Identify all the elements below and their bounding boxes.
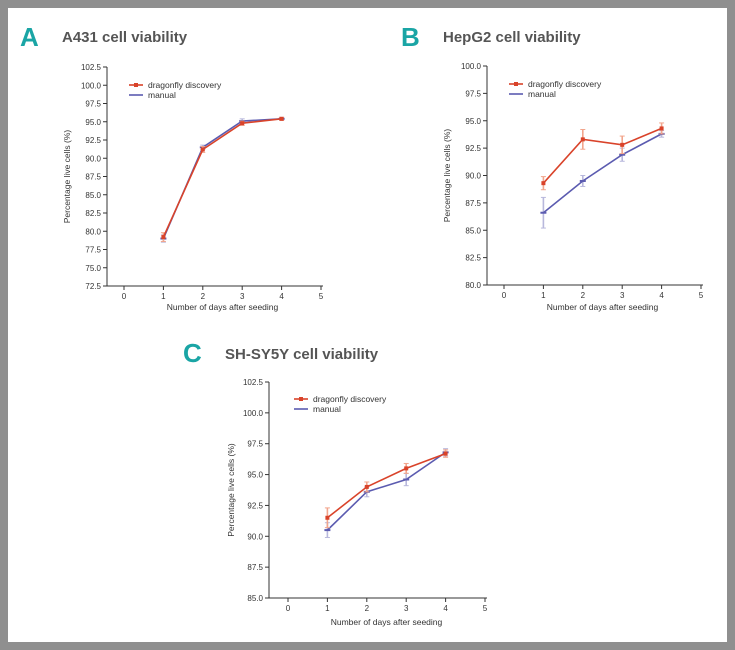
x-tick-label: 5 (319, 292, 324, 301)
series-dragonfly-discovery (160, 116, 285, 242)
x-axis-label: Number of days after seeding (547, 302, 659, 312)
legend-label: manual (313, 404, 341, 414)
y-tick-label: 90.0 (465, 172, 481, 181)
x-tick-label: 1 (161, 292, 166, 301)
legend-label: dragonfly discovery (313, 394, 387, 404)
legend-label: manual (528, 89, 556, 99)
y-tick-label: 80.0 (85, 227, 101, 236)
y-tick-label: 82.5 (85, 209, 101, 218)
data-point (443, 451, 448, 456)
legend-marker (134, 83, 138, 87)
x-tick-label: 3 (404, 604, 409, 613)
y-tick-label: 87.5 (85, 173, 101, 182)
y-tick-label: 102.5 (81, 63, 102, 72)
x-tick-label: 3 (620, 291, 625, 300)
y-tick-label: 82.5 (465, 254, 481, 263)
y-tick-label: 95.0 (85, 118, 101, 127)
data-point (240, 121, 245, 126)
y-tick-label: 97.5 (247, 440, 263, 449)
y-tick-label: 75.0 (85, 264, 101, 273)
y-tick-label: 92.5 (85, 136, 101, 145)
x-tick-label: 0 (122, 292, 127, 301)
series-dragonfly-discovery (540, 122, 665, 191)
series-line (162, 118, 282, 238)
panel-letter: B (401, 22, 420, 52)
y-tick-label: 95.0 (465, 117, 481, 126)
series-manual (540, 130, 665, 229)
y-tick-label: 85.0 (247, 594, 263, 603)
legend-marker (514, 82, 518, 86)
x-tick-label: 0 (502, 291, 507, 300)
y-axis-label: Percentage live cells (%) (442, 129, 452, 223)
y-tick-label: 85.0 (85, 191, 101, 200)
y-tick-label: 80.0 (465, 281, 481, 290)
y-axis-label: Percentage live cells (%) (62, 130, 72, 224)
y-tick-label: 92.5 (465, 144, 481, 153)
series-line (542, 133, 662, 214)
data-point (659, 126, 664, 131)
y-tick-label: 100.0 (81, 81, 102, 90)
legend-marker (299, 397, 303, 401)
chart-title: A431 cell viability (62, 29, 188, 46)
data-point (200, 147, 205, 152)
x-tick-label: 2 (581, 291, 586, 300)
chart-title: SH-SY5Y cell viability (225, 346, 379, 363)
y-tick-label: 97.5 (465, 89, 481, 98)
x-tick-label: 2 (365, 604, 370, 613)
x-tick-label: 5 (483, 604, 488, 613)
x-tick-label: 1 (325, 604, 330, 613)
y-axis-label: Percentage live cells (%) (226, 443, 236, 537)
y-tick-label: 90.0 (247, 532, 263, 541)
legend-label: dragonfly discovery (528, 79, 602, 89)
y-tick-label: 77.5 (85, 246, 101, 255)
series-line (542, 127, 662, 184)
panel-letter: A (20, 22, 39, 52)
panel-letter: C (183, 338, 202, 368)
x-tick-label: 1 (541, 291, 546, 300)
data-point (541, 181, 546, 186)
data-point (279, 116, 284, 121)
chart-panel-c: C SH-SY5Y cell viability 85.0 87.5 90.0 92.5 9… (183, 338, 488, 627)
y-tick-label: 95.0 (247, 471, 263, 480)
y-tick-label: 87.5 (465, 199, 481, 208)
data-point (404, 466, 409, 471)
y-tick-label: 100.0 (461, 62, 482, 71)
chart-title: HepG2 cell viability (443, 29, 581, 46)
x-tick-label: 4 (443, 604, 448, 613)
x-tick-label: 4 (659, 291, 664, 300)
y-tick-label: 102.5 (243, 378, 264, 387)
data-point (161, 235, 166, 240)
legend-label: manual (148, 90, 176, 100)
y-tick-label: 90.0 (85, 154, 101, 163)
x-tick-label: 5 (699, 291, 704, 300)
data-point (325, 515, 330, 520)
x-tick-label: 3 (240, 292, 245, 301)
series-dragonfly-discovery (324, 449, 449, 529)
chart-panel-a: A A431 cell viability 72.5 75.0 77.5 80.0 82.5… (20, 22, 324, 312)
y-tick-label: 100.0 (243, 409, 264, 418)
data-point (364, 484, 369, 489)
data-point (580, 137, 585, 142)
chart-panel-b: B HepG2 cell viability 80.0 82.5 85.0 87.5 90.… (401, 22, 704, 312)
y-tick-label: 85.0 (465, 226, 481, 235)
x-axis-label: Number of days after seeding (331, 617, 443, 627)
series-manual (324, 448, 449, 539)
y-tick-label: 87.5 (247, 563, 263, 572)
x-axis-label: Number of days after seeding (167, 302, 279, 312)
series-line (326, 451, 447, 531)
data-point (620, 142, 625, 147)
y-tick-label: 97.5 (85, 100, 101, 109)
legend-label: dragonfly discovery (148, 80, 222, 90)
y-tick-label: 72.5 (85, 282, 101, 291)
series-line (326, 452, 446, 519)
x-tick-label: 2 (201, 292, 206, 301)
y-tick-label: 92.5 (247, 501, 263, 510)
x-tick-label: 4 (279, 292, 284, 301)
x-tick-label: 0 (286, 604, 291, 613)
